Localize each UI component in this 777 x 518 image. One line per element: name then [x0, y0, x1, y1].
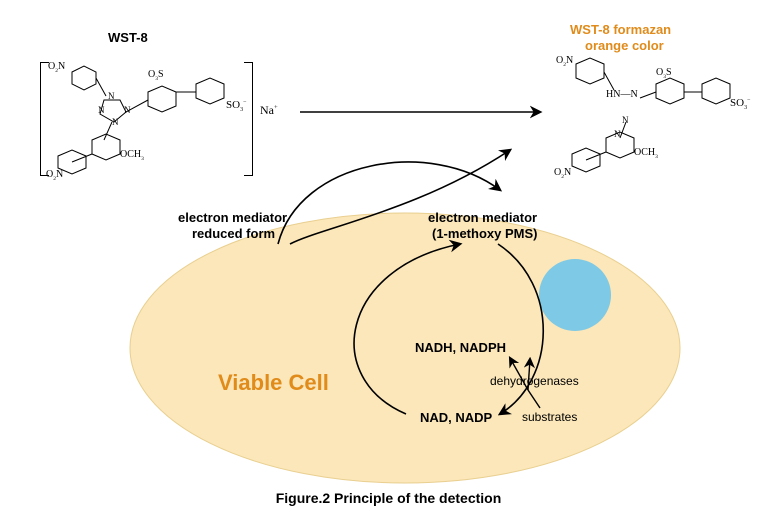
arc-mediator-down-right [498, 244, 543, 414]
fmz-atom-o2n-1: O2N [556, 56, 573, 66]
wst8-n4: N [124, 106, 131, 115]
wst8-bracket-right [244, 62, 253, 176]
fmz-atom-o2n-2: O2N [554, 168, 571, 178]
fmz-hnn: HN—N [606, 90, 638, 100]
wst8-atom-o3s: O3S [148, 70, 164, 80]
wst8-atom-so3: SO3− [226, 100, 247, 111]
viable-cell-label: Viable Cell [218, 370, 329, 396]
figure-caption: Figure.2 Principle of the detection [0, 490, 777, 506]
nad-label: NAD, NADP [420, 410, 492, 426]
wst8-atom-o2n-2: O2N [46, 170, 63, 180]
fmz-atom-so3: SO3− [730, 98, 751, 109]
formazan-title-line2: orange color [585, 38, 664, 54]
dehydrogenases-label: dehydrogenases [490, 374, 579, 388]
arc-mediator-down-left [354, 244, 460, 414]
wst8-title: WST-8 [108, 30, 148, 46]
mediator-reduced-line2: reduced form [192, 226, 275, 242]
wst8-n1: N [108, 92, 115, 101]
fmz-n2: N [614, 130, 621, 139]
mediator-pms-line1: electron mediator [428, 210, 537, 226]
diagram-stage: O2N O3S SO3− OCH3 O2N Na+ N N N N O2N O3… [0, 0, 777, 518]
mediator-reduced-line1: electron mediator [178, 210, 287, 226]
wst8-atom-o2n-1: O2N [48, 62, 65, 72]
formazan-title-line1: WST-8 formazan [570, 22, 671, 38]
substrates-label: substrates [522, 410, 577, 424]
fmz-atom-och3: OCH3 [634, 148, 658, 158]
wst8-counterion: Na+ [260, 104, 278, 116]
wst8-n3: N [112, 118, 119, 127]
fmz-atom-o3s: O3S [656, 68, 672, 78]
nucleus-shape [539, 259, 611, 331]
viable-cell-shape [130, 213, 680, 483]
fmz-n1: N [622, 116, 629, 125]
wst8-bracket-left [40, 62, 49, 176]
wst8-n2: N [98, 106, 105, 115]
wst8-atom-och3: OCH3 [120, 150, 144, 160]
mediator-pms-line2: (1-methoxy PMS) [432, 226, 537, 242]
nadh-label: NADH, NADPH [415, 340, 506, 356]
